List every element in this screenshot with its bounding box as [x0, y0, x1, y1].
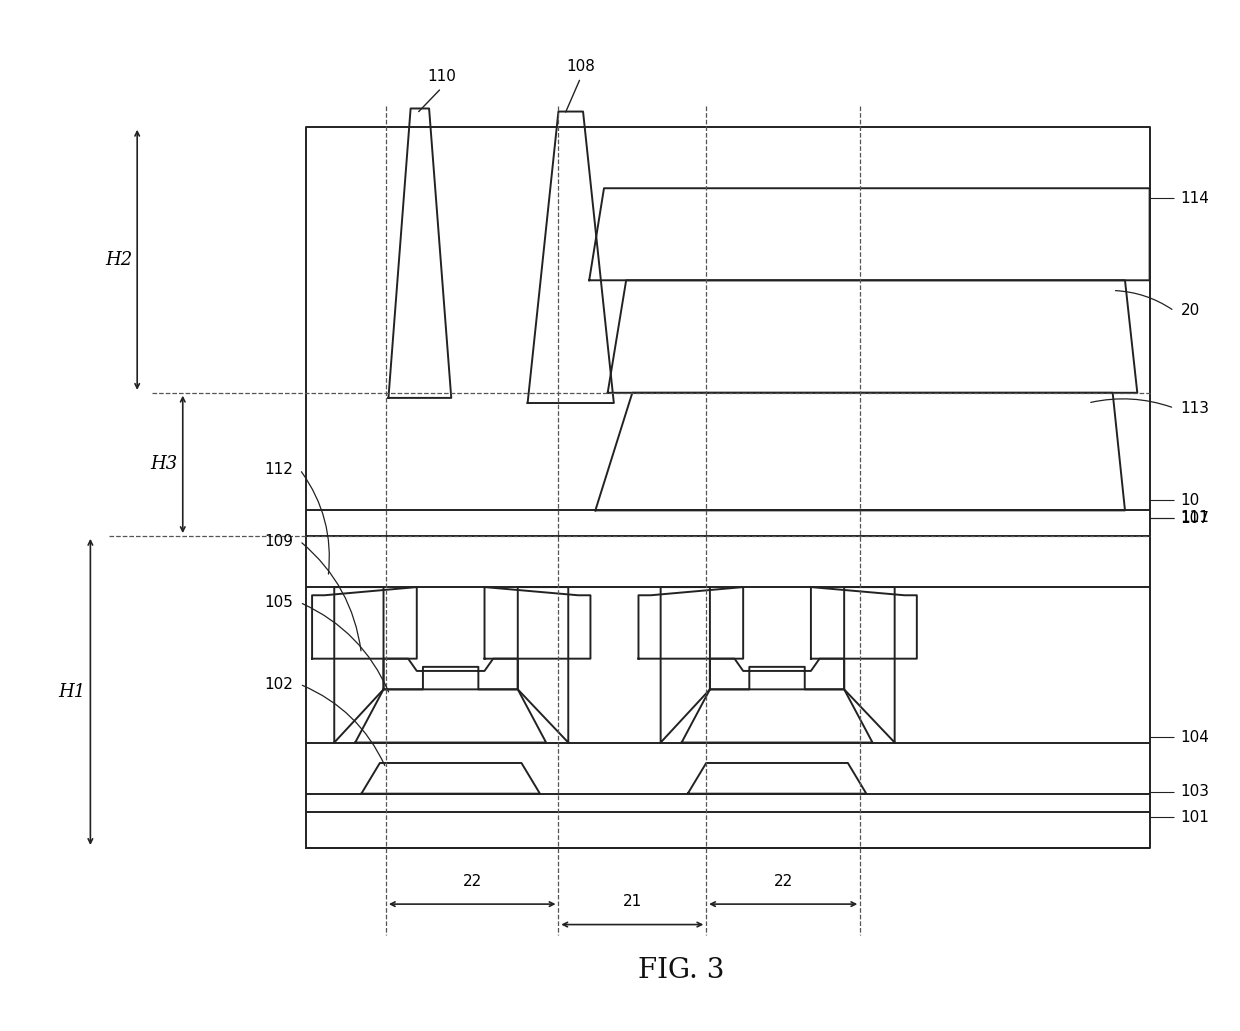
Text: 111: 111: [1180, 510, 1209, 525]
Text: 20: 20: [1180, 303, 1199, 319]
Text: FIG. 3: FIG. 3: [639, 957, 724, 984]
Text: 107: 107: [1180, 510, 1209, 526]
Text: 22: 22: [774, 873, 792, 889]
Text: 105: 105: [264, 595, 294, 610]
Text: 10: 10: [1180, 493, 1199, 507]
Text: H3: H3: [150, 456, 177, 473]
Text: 101: 101: [1180, 809, 1209, 825]
Text: 110: 110: [427, 69, 456, 84]
Text: 21: 21: [622, 894, 642, 909]
Text: 103: 103: [1180, 785, 1209, 799]
Text: 104: 104: [1180, 730, 1209, 745]
Text: 22: 22: [463, 873, 482, 889]
Text: 109: 109: [264, 534, 294, 548]
Text: 112: 112: [264, 462, 294, 477]
Text: 113: 113: [1180, 401, 1209, 415]
Text: H1: H1: [58, 683, 86, 701]
Text: 108: 108: [567, 59, 595, 73]
Text: 114: 114: [1180, 191, 1209, 206]
Text: 102: 102: [264, 676, 294, 692]
Text: H2: H2: [105, 251, 133, 269]
